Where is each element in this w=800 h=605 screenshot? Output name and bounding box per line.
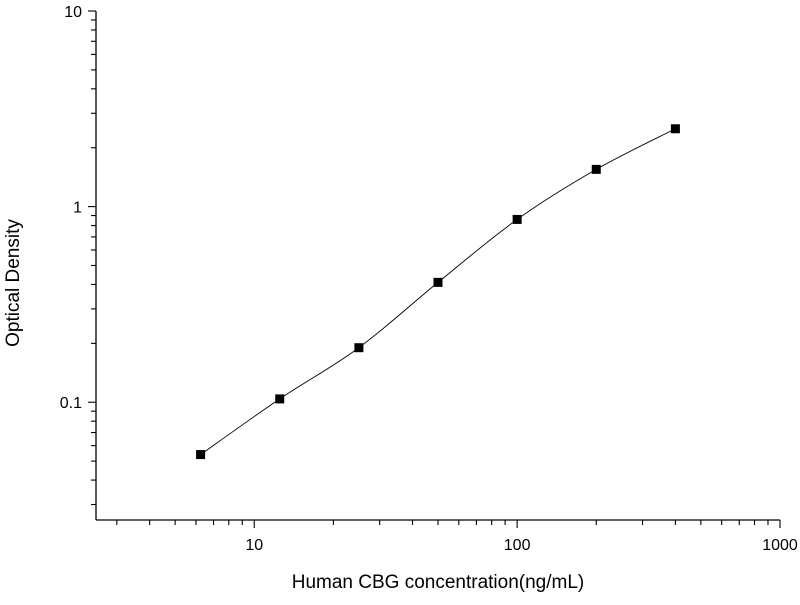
y-tick-label: 10 [64,4,82,21]
data-point [275,394,285,404]
axis-ticks [88,10,781,528]
y-tick-label: 0.1 [60,395,82,412]
data-point [512,214,522,224]
data-point [433,277,443,287]
data-points [196,124,680,460]
tick-labels: 10 100 1000 0.1 1 10 [60,4,798,554]
fit-curve-layer [200,128,676,455]
x-tick-label: 10 [245,537,263,554]
data-point [670,124,680,134]
y-axis-title: Optical Density [3,219,24,347]
data-point [196,450,206,460]
x-axis-title: Human CBG concentration(ng/mL) [292,572,585,593]
data-point [354,343,364,353]
x-tick-label: 1000 [762,537,798,554]
fit-curve [200,128,676,455]
x-tick-label: 100 [504,537,531,554]
data-point [591,164,601,174]
y-tick-label: 1 [73,200,82,217]
axes [95,11,780,521]
